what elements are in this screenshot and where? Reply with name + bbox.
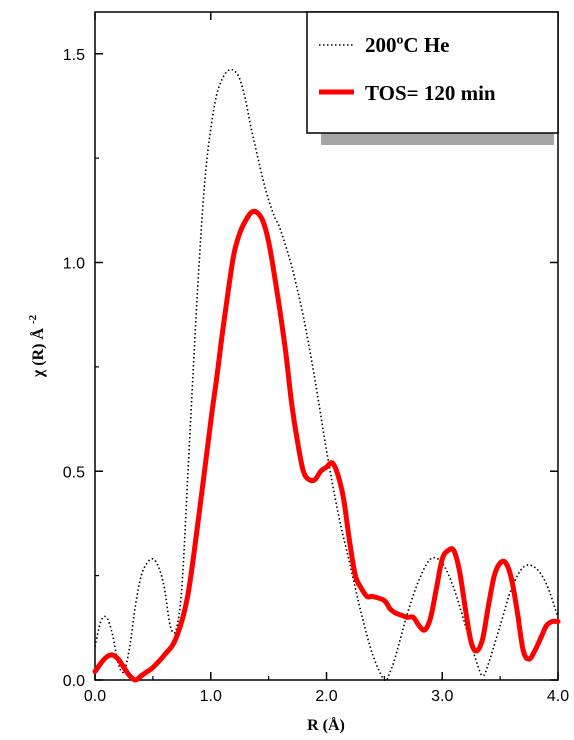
y-tick-label: 1.0 (63, 256, 85, 273)
legend-label-tos-120: TOS= 120 min (365, 81, 496, 105)
legend-box (306, 11, 559, 134)
y-tick-label: 0.0 (63, 673, 85, 690)
y-tick-label: 1.5 (63, 47, 85, 64)
x-axis-title: R (Å) (307, 716, 345, 734)
y-axis-title-sup: -2 (27, 314, 39, 324)
y-tick-label: 0.5 (63, 464, 85, 481)
y-axis-title: χ (R) Å -2 (27, 314, 47, 378)
series-tos-120-line (92, 208, 561, 683)
x-tick-label: 1.0 (200, 688, 222, 705)
x-tick-label: 2.0 (315, 688, 337, 705)
plot-area (92, 68, 561, 683)
y-axis-title-main: χ (R) Å (29, 328, 47, 379)
series-200c-he-line (94, 68, 559, 682)
x-tick-label: 4.0 (547, 688, 569, 705)
x-tick-label: 3.0 (431, 688, 453, 705)
x-tick-label: 0.0 (84, 688, 106, 705)
legend: 200ºC He TOS= 120 min (306, 11, 559, 145)
svg-text:χ (R) Å -2: χ (R) Å -2 (27, 314, 47, 378)
legend-label-200c-he: 200ºC He (365, 33, 450, 57)
